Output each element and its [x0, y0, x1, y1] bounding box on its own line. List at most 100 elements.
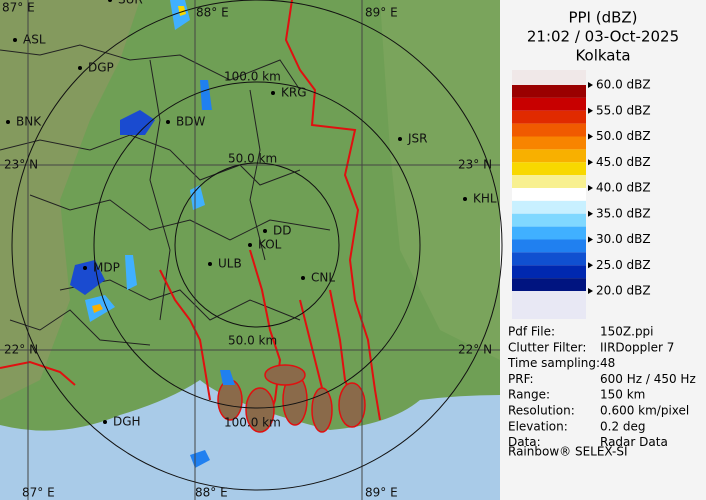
range-ring: [11, 0, 503, 491]
place-dot: [83, 266, 87, 270]
legend-tick: [588, 262, 593, 269]
legend-label: 45.0 dBZ: [596, 155, 651, 169]
place-label: BDW: [176, 115, 205, 129]
legend-tick: [588, 82, 593, 88]
ring-label: 50.0 km: [228, 152, 277, 166]
grid-label: 87° E: [22, 486, 55, 500]
info-key: Data:: [508, 435, 541, 449]
place-dot: [248, 243, 252, 247]
grid-label: 22° N: [4, 343, 38, 357]
place-dot: [13, 38, 17, 42]
echoe: [125, 255, 137, 290]
info-key: Time sampling:: [507, 356, 600, 370]
hills: [0, 0, 140, 400]
legend-tick: [588, 159, 593, 166]
legend-overflow: [512, 70, 586, 85]
station: Kolkata: [575, 47, 630, 65]
title: PPI (dBZ): [568, 9, 637, 27]
legend-label: 40.0 dBZ: [596, 181, 651, 195]
sea: [0, 380, 500, 500]
graticule: [0, 0, 500, 500]
legend-tick: [588, 236, 593, 243]
district-line: [249, 89, 266, 261]
place-label: DD: [273, 224, 291, 238]
grid-label: 89° E: [365, 486, 398, 500]
place-dot: [78, 66, 82, 70]
info-value: 600 Hz / 450 Hz: [600, 372, 696, 386]
info-value: Radar Data: [600, 435, 668, 449]
range-ring: [174, 162, 340, 328]
echoes: [70, 0, 235, 468]
place-label: KOL: [258, 238, 282, 252]
echoe: [190, 185, 205, 210]
place-label: ASL: [23, 33, 46, 47]
district-line: [59, 279, 301, 321]
island: [217, 379, 243, 421]
place-dot: [301, 276, 305, 280]
place-dot: [103, 420, 107, 424]
legend-tick: [588, 210, 593, 217]
legend-label: 50.0 dBZ: [596, 129, 651, 143]
footer: Rainbow® SELEX-SI: [508, 445, 628, 459]
info-key: Range:: [508, 388, 550, 402]
echoe: [120, 110, 155, 135]
place-label: KHL: [473, 192, 497, 206]
island: [264, 364, 306, 386]
island: [311, 387, 333, 433]
district-line: [29, 194, 331, 241]
district-line: [0, 44, 301, 91]
district-line: [149, 59, 171, 321]
legend-band: [512, 226, 586, 240]
legend-tick: [588, 185, 593, 191]
place-dot: [208, 262, 212, 266]
legend-band: [512, 162, 586, 176]
place-label: ULB: [218, 257, 242, 271]
grid-label: 23° N: [4, 158, 38, 172]
place-label: BNK: [16, 115, 42, 129]
place-label: DGP: [88, 61, 114, 75]
grid-label: 88° E: [196, 6, 229, 20]
island: [338, 382, 366, 428]
grid-label: 87° E: [2, 1, 35, 15]
legend-band: [512, 200, 586, 214]
legend-label: 60.0 dBZ: [596, 78, 651, 92]
legend-tick: [588, 133, 593, 140]
legend-band: [512, 278, 586, 291]
legend-band: [512, 175, 586, 188]
place-dot: [271, 91, 275, 95]
legend-band: [512, 110, 586, 124]
legend-band: [512, 123, 586, 137]
legend-band: [512, 265, 586, 279]
info-value: IIRDoppler 7: [600, 340, 674, 354]
range-rings: [11, 0, 503, 491]
border: [284, 0, 381, 421]
legend-band: [512, 188, 586, 201]
ring-label: 50.0 km: [228, 334, 277, 348]
echoe: [178, 6, 186, 16]
legend-label: 25.0 dBZ: [596, 258, 651, 272]
timestamp: 21:02 / 03-Oct-2025: [527, 28, 679, 46]
legend-label: 55.0 dBZ: [596, 103, 651, 117]
legend-underflow: [512, 291, 586, 319]
place-label: DGH: [113, 415, 141, 429]
district-lines: [0, 44, 331, 346]
grid-label: 89° E: [365, 6, 398, 20]
info-value: 0.600 km/pixel: [600, 404, 689, 418]
grid-label: 22° N: [458, 343, 492, 357]
info-key: Elevation:: [508, 419, 568, 433]
info-key: Clutter Filter:: [508, 340, 586, 354]
echoe: [70, 260, 105, 295]
info-value: 0.2 deg: [600, 419, 646, 433]
ring-label: 100.0 km: [224, 70, 281, 84]
info-value: 150 km: [600, 388, 645, 402]
place-dot: [463, 197, 467, 201]
legend-band: [512, 136, 586, 150]
grid-label: 23° N: [458, 158, 492, 172]
info-key: Pdf File:: [508, 325, 555, 339]
legend-label: 30.0 dBZ: [596, 232, 651, 246]
ring-label: 100.0 km: [224, 416, 281, 430]
place-dot: [6, 120, 10, 124]
place-label: MDP: [93, 261, 120, 275]
legend-band: [512, 213, 586, 227]
